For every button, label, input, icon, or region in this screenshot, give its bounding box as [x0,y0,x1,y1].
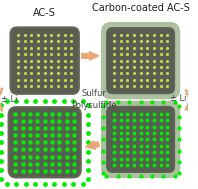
FancyBboxPatch shape [10,27,79,94]
FancyArrow shape [0,88,3,97]
FancyArrow shape [0,102,3,111]
Text: ± Li: ± Li [170,94,187,103]
FancyBboxPatch shape [106,27,175,94]
FancyBboxPatch shape [9,107,81,177]
Text: Carbon-coated AC-S: Carbon-coated AC-S [92,3,189,13]
FancyArrow shape [86,141,99,149]
FancyBboxPatch shape [102,101,180,177]
Text: AC-S: AC-S [33,8,56,18]
FancyBboxPatch shape [106,106,175,173]
Text: ± Li: ± Li [1,95,18,104]
FancyArrow shape [185,90,193,99]
FancyBboxPatch shape [102,23,180,99]
Text: Sulfur
Polysulfide: Sulfur Polysulfide [71,89,117,110]
FancyArrow shape [185,101,193,110]
FancyArrow shape [82,52,99,60]
